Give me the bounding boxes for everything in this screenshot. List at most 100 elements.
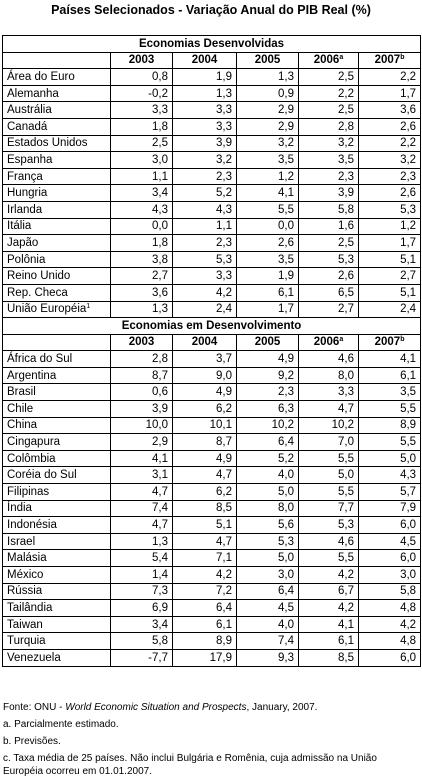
value-cell: 3,0 [236,566,299,584]
value-cell: 6,1 [357,366,422,385]
data-row: Espanha 3,0 3,2 3,5 3,5 3,2 [2,151,422,169]
value-cell: 0,0 [236,217,299,236]
value-cell: 1,1 [110,167,173,186]
country-name: África do Sul [7,353,73,366]
year-header: 2007b [357,333,422,352]
value-cell: 4,9 [236,350,299,368]
country-cell: Estados Unidos [2,134,111,153]
value-cell: 5,3 [172,250,237,269]
value-cell: 4,1 [357,350,422,368]
country-name: França [7,170,43,183]
value-cell: 3,1 [110,466,173,485]
section-row: Economias Desenvolvidas [1,35,422,53]
country-name: Canadá [7,120,48,133]
value-cell: 4,7 [110,483,173,501]
country-name: Alemanha [7,87,59,100]
value-cell: 4,6 [298,532,359,551]
country-name: Rep. Checa [7,286,68,299]
value-cell: 7,1 [172,549,237,567]
year-header: 2003 [110,51,173,70]
value-cell: 0,9 [236,84,299,103]
value-cell: 8,5 [298,648,359,667]
value-cell: 4,7 [110,516,173,534]
value-cell: 1,3 [110,300,173,319]
data-row: Estados Unidos 2,5 3,9 3,2 3,2 2,2 [2,134,422,153]
value-cell: 2,4 [172,300,237,319]
data-row: Austrália 3,3 3,3 2,9 2,5 3,6 [2,101,422,119]
section-title: Economias Desenvolvidas [1,35,422,53]
gdp-table: Economias Desenvolvidas 2003 2004 2005 2006a… [1,35,422,667]
data-row: Filipinas 4,7 6,2 5,0 5,5 5,7 [2,483,422,501]
value-cell: 2,9 [110,433,173,451]
value-cell: 4,6 [298,350,359,368]
value-cell: 3,6 [110,283,173,302]
value-cell: 5,1 [172,516,237,534]
source-title: World Economic Situation and Prospects [65,702,247,713]
country-cell: Área do Euro [2,68,111,86]
data-row: Cingapura 2,9 8,7 6,4 7,0 5,5 [2,433,422,451]
data-row: China 10,0 10,1 10,2 10,2 8,9 [2,416,422,435]
value-cell: 6,1 [298,632,359,650]
value-cell: 7,4 [110,499,173,518]
value-cell: 8,0 [236,499,299,518]
country-name: Estados Unidos [7,137,88,150]
country-cell: África do Sul [2,350,111,368]
country-name: Chile [7,402,34,415]
value-cell: 5,3 [298,250,359,269]
data-row: Indonésia 4,7 5,1 5,6 5,3 6,0 [2,516,422,534]
value-cell: 5,7 [357,483,422,501]
value-cell: 2,3 [172,167,237,186]
value-cell: 2,5 [110,134,173,153]
value-cell: 1,4 [110,566,173,584]
country-name: Coréia do Sul [7,469,77,482]
country-cell: Turquia [2,632,111,650]
country-name: México [7,568,44,581]
value-cell: 5,0 [236,549,299,567]
year: 2004 [191,336,218,349]
value-cell: 5,0 [236,483,299,501]
value-cell: 5,1 [357,250,422,269]
value-cell: 1,1 [172,217,237,236]
country-cell: China [2,416,111,435]
data-row: Malásia 5,4 7,1 5,0 5,5 6,0 [2,549,422,567]
year-header: 2007b [357,51,422,70]
year: 2007 [374,54,401,67]
value-cell: 2,3 [298,167,359,186]
country-name: Austrália [7,104,52,117]
country-cell: Cingapura [2,433,111,451]
value-cell: -7,7 [110,648,173,667]
value-cell: 2,9 [236,101,299,119]
superscript: a [339,336,344,344]
country-name: Malásia [7,552,47,565]
value-cell: 4,7 [172,532,237,551]
value-cell: 3,5 [236,250,299,269]
value-cell: 1,7 [236,300,299,319]
value-cell: 4,9 [172,449,237,468]
value-cell: 0,0 [110,217,173,236]
value-cell: 3,2 [298,134,359,153]
value-cell: 1,8 [110,117,173,136]
country-name: Taiwan [7,618,43,631]
value-cell: 6,4 [236,433,299,451]
value-cell: 3,3 [172,101,237,119]
value-cell: 3,9 [298,184,359,202]
value-cell: 2,6 [357,117,422,136]
value-cell: 10,2 [236,416,299,435]
country-name: Espanha [7,153,53,166]
country-name: Brasil [7,386,36,399]
value-cell: 2,5 [298,68,359,86]
value-cell: 4,2 [357,615,422,634]
country-cell: Japão [2,234,111,252]
value-cell: 4,8 [357,599,422,617]
country-cell: Filipinas [2,483,111,501]
value-cell: 1,3 [236,68,299,86]
value-cell: 5,2 [236,449,299,468]
year-header: 2006a [298,51,359,70]
country-cell: Índia [2,499,111,518]
country-cell: Colômbia [2,449,111,468]
country-cell: Itália [2,217,111,236]
value-cell: 2,8 [110,350,173,368]
country-cell: Venezuela [2,648,111,667]
value-cell: 5,8 [110,632,173,650]
data-row: Rússia 7,3 7,2 6,4 6,7 5,8 [2,582,422,601]
